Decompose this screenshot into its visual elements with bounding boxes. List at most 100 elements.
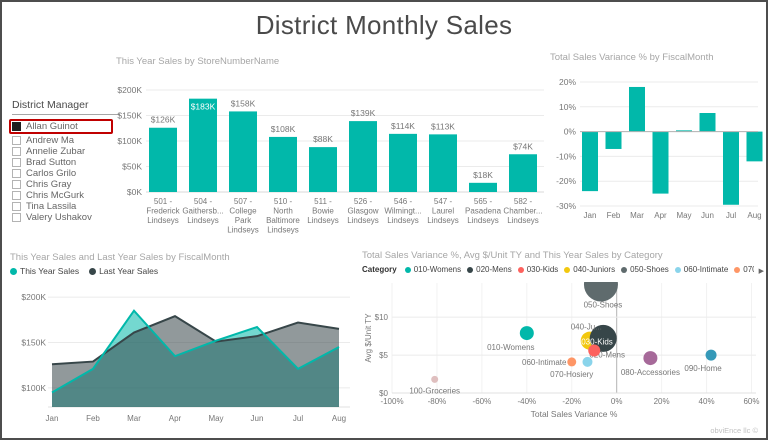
bar-504-gaithersb[interactable] [189,98,217,192]
x-axis-tick: Lindseys [347,216,379,225]
legend-dot-icon [517,266,524,273]
legend-item-last-year-sales[interactable]: Last Year Sales [89,266,158,276]
bubble-060-intimate[interactable] [582,356,593,367]
legend-item-this-year-sales[interactable]: This Year Sales [10,266,79,276]
bar-507-college[interactable] [229,111,257,192]
bubble-030-kids[interactable] [588,344,601,357]
legend-dot-icon [404,266,411,273]
legend-item-030-kids[interactable]: 030-Kids [517,265,559,274]
x-axis-tick: Gaithersb... [182,207,223,216]
bar-546-wilmingt[interactable] [389,133,417,192]
slicer-item-list: Allan Guinot Andrew Ma Annelie Zubar Brad S… [9,119,120,223]
slicer-item-andrew-ma[interactable]: Andrew Ma [12,135,120,146]
bubble-070-hosiery[interactable] [567,357,577,367]
variance-bar-mar[interactable] [629,86,645,132]
legend-item-040-juniors[interactable]: 040-Juniors [564,265,615,274]
checkbox-icon[interactable] [12,147,21,156]
x-axis-tick: Feb [607,211,621,220]
variance-bar-feb[interactable] [605,131,622,149]
x-axis-tick: Lindseys [387,216,419,225]
checkbox-icon[interactable] [12,191,21,200]
y-axis-title: Avg $/Unit TY [364,313,373,363]
x-axis-title: Total Sales Variance % [531,409,618,419]
bar-547-laurel[interactable] [429,134,457,192]
legend-dot-icon [89,267,97,275]
x-axis-tick: Jun [701,211,714,220]
x-axis-tick: 565 - [474,197,493,206]
variance-bar-jun[interactable] [699,113,716,132]
checkbox-icon[interactable] [12,202,21,211]
x-axis-tick: Apr [654,211,667,220]
slicer-item-label: Valery Ushakov [26,212,92,223]
slicer-item-valery-ushakov[interactable]: Valery Ushakov [12,212,120,223]
bubble-label-080-accessories: 080-Accessories [621,368,680,377]
variance-chart-title: Total Sales Variance % by FiscalMonth [550,52,714,63]
legend-item-020-mens[interactable]: 020-Mens [467,265,512,274]
store-sales-plot: $200K $150K $100K $50K $0K $126K 501 -Frederic… [117,85,544,235]
x-axis-tick: -60% [473,397,492,406]
variance-bar-aug[interactable] [746,131,763,162]
line-last-year-sales [51,315,340,366]
slicer-item-chris-mcgurk[interactable]: Chris McGurk [12,190,120,201]
x-axis-tick: Lindseys [227,226,259,235]
checkbox-icon[interactable] [12,169,21,178]
slicer-item-allan-guinot[interactable]: Allan Guinot [9,119,113,134]
variance-bar-apr[interactable] [652,131,669,194]
slicer-item-brad-sutton[interactable]: Brad Sutton [12,157,120,168]
bubble-050-shoes[interactable] [583,268,618,302]
checkbox-icon[interactable] [12,180,21,189]
legend-item-060-intimate[interactable]: 060-Intimate [674,265,728,274]
bar-526-glasgow[interactable] [349,121,377,192]
bubble-010-womens[interactable] [519,326,534,341]
variance-bar-jul[interactable] [723,131,739,205]
scatter-chart-legend: Category 010-Womens 020-Mens 030-Kids 040-J… [362,265,754,274]
y-axis-tick: $0 [379,389,388,398]
scatter-legend-title: Category [362,265,397,274]
legend-scroll-right-icon[interactable]: ▶ [758,268,764,275]
x-axis-tick: 547 - [434,197,453,206]
legend-label: 020-Mens [476,265,512,274]
checkbox-icon[interactable] [12,136,21,145]
legend-dot-icon [674,266,681,273]
slicer-item-label: Andrew Ma [26,135,75,146]
checkbox-checked-icon[interactable] [12,122,21,131]
x-axis-tick: 582 - [514,197,533,206]
bar-510-north[interactable] [269,136,297,192]
slicer-item-chris-gray[interactable]: Chris Gray [12,179,120,190]
x-axis-tick: Pasadena [465,207,502,216]
store-sales-chart-title: This Year Sales by StoreNumberName [116,56,280,67]
bubble-080-accessories[interactable] [643,351,658,366]
slicer-item-annelie-zubar[interactable]: Annelie Zubar [12,146,120,157]
bar-511-bowie[interactable] [309,147,337,192]
bubble-100-groceries[interactable] [431,375,439,383]
slicer-item-label: Chris Gray [26,179,72,190]
legend-item-050-shoes[interactable]: 050-Shoes [621,265,669,274]
legend-item-070-hosiery[interactable]: 070-Hosiery [734,265,754,274]
y-axis-tick: -10% [556,151,576,161]
bar-582-chamber[interactable] [509,154,537,192]
bubble-label-050-shoes: 050-Shoes [584,301,623,310]
legend-item-010-womens[interactable]: 010-Womens [404,265,462,274]
bar-value-label: $88K [313,134,333,144]
yearly-sales-area-chart: This Year Sales and Last Year Sales by F… [10,252,362,438]
x-axis-tick: May [676,211,691,220]
checkbox-icon[interactable] [12,213,21,222]
legend-label: 010-Womens [413,265,462,274]
slicer-item-carlos-grilo[interactable]: Carlos Grilo [12,168,120,179]
variance-bar-may[interactable] [676,130,692,132]
bubble-label-030-kids: 030-Kids [581,338,613,347]
bar-565-pasadena[interactable] [469,182,497,192]
bubble-090-home[interactable] [705,349,717,361]
variance-bar-jan[interactable] [582,131,598,192]
x-axis-tick: North [273,207,293,216]
bar-501-frederick[interactable] [149,127,177,192]
bar-value-label: $139K [351,108,376,118]
x-axis-tick: Lindseys [427,216,459,225]
slicer-item-tina-lassila[interactable]: Tina Lassila [12,201,120,212]
x-axis-tick: 510 - [274,197,293,206]
variance-plot: 20% 10% 0% -10% -20% -30% Jan Feb Mar Apr May Jun Ju… [556,77,763,220]
checkbox-icon[interactable] [12,158,21,167]
y-axis-tick: 20% [559,77,576,87]
y-axis-tick: $0K [127,187,142,197]
legend-label: 030-Kids [526,265,559,274]
